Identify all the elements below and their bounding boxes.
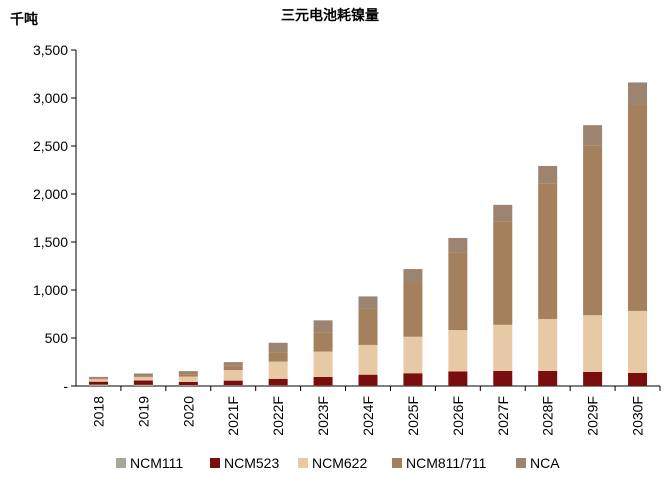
bar-segment	[89, 379, 108, 381]
bar-segment	[628, 311, 647, 373]
legend-swatch	[298, 458, 308, 468]
x-tick-label: 2027F	[495, 396, 511, 436]
legend-swatch	[392, 458, 402, 468]
bar-segment	[314, 352, 333, 377]
legend-label: NCM622	[312, 455, 367, 471]
x-tick-label: 2029F	[585, 396, 601, 436]
x-tick-label: 2024F	[360, 396, 376, 436]
bar-segment	[628, 105, 647, 311]
bar-segment	[493, 205, 512, 221]
bar-segment	[448, 252, 467, 330]
bar-segment	[224, 366, 243, 370]
legend-label: NCM523	[224, 455, 279, 471]
x-tick-label: 2021F	[225, 396, 241, 436]
bar-segment	[359, 375, 378, 386]
bar-segment	[224, 381, 243, 386]
bar-segment	[89, 377, 108, 379]
bar-segment	[448, 371, 467, 385]
bar-segment	[179, 371, 198, 374]
bar-segment	[179, 385, 198, 386]
bar-segment	[448, 330, 467, 371]
x-tick-label: 2023F	[315, 396, 331, 436]
bar-segment	[493, 221, 512, 325]
bar-segment	[403, 282, 422, 337]
bar-segment	[448, 238, 467, 252]
bar-segment	[269, 379, 288, 386]
y-tick-label: 2,000	[33, 186, 68, 202]
bar-segment	[89, 385, 108, 386]
bar-segment	[583, 145, 602, 315]
x-tick-label: 2022F	[270, 396, 286, 436]
bar-segment	[134, 374, 153, 377]
x-tick-label: 2019	[135, 396, 151, 427]
bar-segment	[224, 362, 243, 366]
bar-segment	[314, 320, 333, 332]
bar-segment	[538, 166, 557, 184]
bar-segment	[538, 319, 557, 371]
unit-label: 千吨	[10, 11, 38, 27]
bar-segment	[583, 372, 602, 386]
bar-segment	[493, 371, 512, 386]
x-tick-label: 2025F	[405, 396, 421, 436]
bar-segment	[179, 377, 198, 382]
legend-swatch	[516, 458, 526, 468]
legend: NCM111 NCM523 NCM622 NCM811/711 NCA	[116, 455, 560, 471]
y-tick-label: 500	[45, 330, 69, 346]
bar-segment	[314, 377, 333, 386]
bar-segment	[538, 371, 557, 386]
x-tick-label: 2026F	[450, 396, 466, 436]
bar-segment	[89, 382, 108, 385]
y-tick-label: 1,000	[33, 282, 68, 298]
bar-segment	[314, 332, 333, 351]
x-tick-label: 2018	[90, 396, 106, 427]
y-tick-label: 1,500	[33, 234, 68, 250]
bar-segment	[403, 373, 422, 385]
legend-label: NCM811/711	[406, 455, 487, 471]
y-tick-label: -	[63, 378, 68, 394]
chart-title: 三元电池耗镍量	[281, 7, 379, 23]
bar-segment	[179, 382, 198, 385]
bar-segment	[628, 373, 647, 386]
bar-segment	[269, 362, 288, 379]
x-tick-label: 2030F	[630, 396, 646, 436]
bar-segment	[269, 352, 288, 361]
bar-segment	[134, 385, 153, 386]
bar-segment	[538, 184, 557, 319]
bar-segment	[628, 82, 647, 104]
x-tick-label: 2020	[180, 396, 196, 427]
axes: - 500 1,000 1,500 2,000 2,500 3,000 3,500 2018 20…	[33, 42, 660, 436]
bar-segment	[134, 377, 153, 380]
bar-segment	[134, 376, 153, 377]
bar-segment	[224, 370, 243, 381]
legend-swatch	[116, 458, 126, 468]
bar-segment	[134, 381, 153, 385]
bar-segment	[359, 309, 378, 345]
bar-segment	[359, 345, 378, 375]
legend-label: NCA	[530, 455, 560, 471]
bars	[89, 82, 647, 386]
y-tick-label: 2,500	[33, 138, 68, 154]
bar-segment	[583, 125, 602, 145]
y-tick-label: 3,500	[33, 42, 68, 58]
bar-segment	[224, 385, 243, 386]
legend-label: NCM111	[130, 455, 183, 471]
bar-segment	[583, 315, 602, 372]
bar-segment	[269, 343, 288, 353]
bar-segment	[179, 374, 198, 376]
bar-segment	[403, 337, 422, 373]
bar-segment	[403, 269, 422, 282]
x-tick-label: 2028F	[540, 396, 556, 436]
y-tick-label: 3,000	[33, 90, 68, 106]
bar-segment	[493, 325, 512, 371]
bar-segment	[359, 296, 378, 308]
legend-swatch	[210, 458, 220, 468]
